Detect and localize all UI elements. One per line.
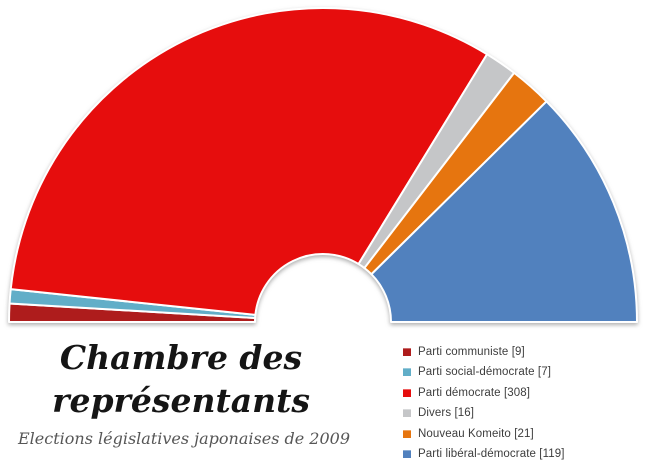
hemicycle-chart [7,7,638,323]
legend-item-parti-social-democrate: Parti social-démocrate [7] [403,366,565,379]
legend-label: Parti communiste [9] [418,345,525,358]
legend-item-divers: Divers [16] [403,407,565,420]
legend-label: Divers [16] [418,407,475,420]
legend-swatch [403,388,411,397]
chart-title-line-2: représentants [52,381,310,420]
legend-item-parti-communiste: Parti communiste [9] [403,345,565,358]
legend-label: Parti démocrate [308] [418,386,531,399]
legend-swatch [403,368,411,377]
legend-item-nouveau-komeito: Nouveau Komeito [21] [403,427,565,440]
legend-swatch [403,450,411,459]
hemicycle-slices [7,7,638,323]
legend-swatch [403,429,411,438]
legend-item-parti-liberal-democrate: Parti libéral-démocrate [119] [403,448,565,461]
chart-title-block: Chambre des représentants Elections légi… [18,336,350,448]
legend-label: Parti libéral-démocrate [119] [418,448,565,461]
legend-item-parti-democrate: Parti démocrate [308] [403,386,565,399]
legend-swatch [403,409,411,418]
legend-label: Parti social-démocrate [7] [418,366,551,379]
legend-swatch [403,347,411,356]
legend: Parti communiste [9] Parti social-démocr… [403,345,565,464]
chart-title-line-1: Chambre des [59,338,303,377]
chart-subtitle: Elections législatives japonaises de 200… [18,429,350,448]
slice-parti-liberal-democrate [370,100,638,323]
slice-parti-democrate [9,7,489,316]
legend-label: Nouveau Komeito [21] [418,427,534,440]
